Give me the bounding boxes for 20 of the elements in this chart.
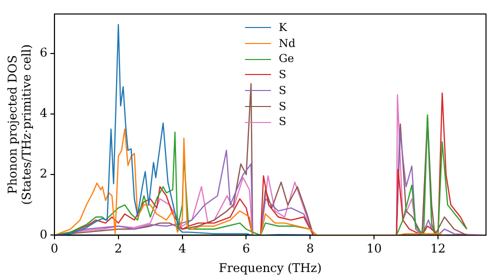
y-tick-label: 2: [40, 166, 48, 181]
y-tick-label: 0: [40, 227, 48, 242]
legend-label: S: [278, 114, 286, 130]
y-tick-label: 4: [40, 106, 48, 120]
legend-label: S: [278, 67, 286, 83]
legend-label: S: [278, 98, 286, 114]
legend-label: Ge: [278, 51, 294, 68]
x-tick-label: 8: [306, 242, 314, 256]
x-axis-title: Frequency (THz): [218, 260, 322, 275]
x-tick-label: 2: [114, 242, 122, 256]
legend-label: K: [278, 20, 287, 36]
y-tick-label: 6: [40, 46, 48, 60]
x-tick-label: 4: [178, 242, 186, 256]
legend-label: S: [278, 82, 286, 99]
x-tick-label: 6: [242, 242, 250, 256]
y-axis-title: Phonon projected DOS (States/THz·primitive cell): [5, 44, 34, 205]
x-tick-label: 0: [50, 242, 58, 256]
x-tick-label: 12: [430, 242, 446, 256]
legend-label: Nd: [278, 36, 296, 52]
x-tick-label: 10: [366, 242, 382, 256]
